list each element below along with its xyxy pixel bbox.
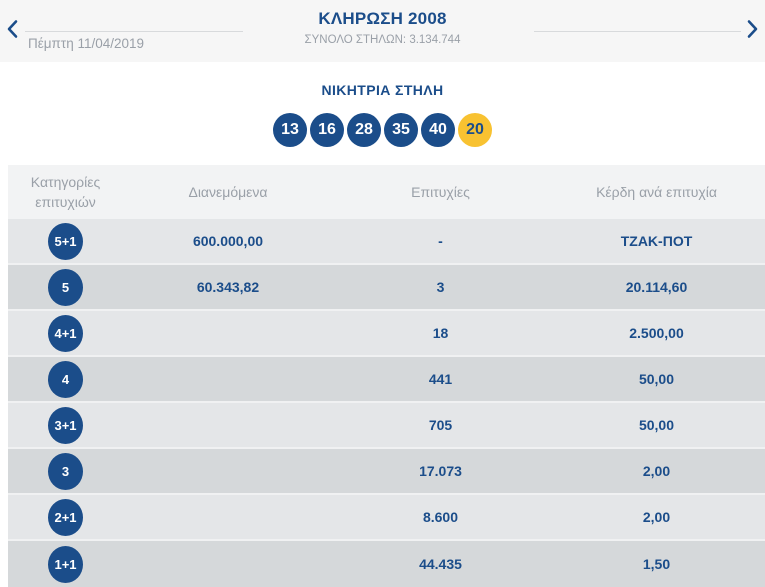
successes-value: 441: [428, 371, 453, 387]
distributed-value: 60.343,82: [196, 279, 260, 295]
successes-value: 18: [432, 325, 449, 341]
successes-value: 8.600: [422, 509, 459, 525]
winning-number-ball: 35: [384, 113, 418, 147]
table-body: 5+1 600.000,00 - ΤΖΑΚ-ΠΟΤ 5 60.343,82 3 20.114,…: [8, 219, 765, 587]
category-badge: 2+1: [48, 498, 83, 536]
winnings-value: 2,00: [642, 509, 671, 525]
draw-navigation-header: ΚΛΗΡΩΣΗ 2008 ΣΥΝΟΛΟ ΣΤΗΛΩΝ: 3.134.744 Πέ…: [0, 0, 765, 62]
table-row: 5+1 600.000,00 - ΤΖΑΚ-ΠΟΤ: [8, 219, 765, 265]
chevron-right-icon: [747, 19, 759, 44]
category-badge: 3+1: [48, 406, 83, 444]
table-row: 3+1 705 50,00: [8, 403, 765, 449]
joker-number-ball: 20: [458, 113, 492, 147]
successes-value: 3: [436, 279, 445, 295]
winnings-value: 1,50: [642, 556, 671, 572]
category-badge: 3: [48, 452, 83, 490]
category-badge: 1+1: [48, 545, 83, 583]
table-row: 1+1 44.435 1,50: [8, 541, 765, 587]
winnings-value: 2.500,00: [629, 325, 684, 341]
winnings-value: 20.114,60: [625, 279, 688, 295]
winning-numbers: 13 16 28 35 40 20: [0, 113, 765, 147]
chevron-left-icon: [6, 19, 18, 44]
successes-value: 17.073: [419, 463, 462, 479]
table-row: 5 60.343,82 3 20.114,60: [8, 265, 765, 311]
results-table: Κατηγορίες επιτυχιών Διανεμόμενα Επιτυχί…: [8, 165, 765, 587]
column-header-categories: Κατηγορίες επιτυχιών: [30, 173, 101, 210]
winnings-value: 50,00: [638, 417, 675, 433]
category-badge: 4: [48, 360, 83, 398]
winnings-value: 50,00: [638, 371, 675, 387]
total-columns-label: ΣΥΝΟΛΟ ΣΤΗΛΩΝ: 3.134.744: [304, 34, 461, 46]
winning-number-ball: 13: [273, 113, 307, 147]
successes-value: -: [438, 233, 443, 249]
successes-value: 44.435: [419, 556, 462, 572]
next-draw-button[interactable]: [746, 19, 760, 44]
column-header-successes: Επιτυχίες: [411, 183, 470, 200]
table-header-row: Κατηγορίες επιτυχιών Διανεμόμενα Επιτυχί…: [8, 165, 765, 219]
header-divider-left: [25, 31, 243, 32]
category-badge: 4+1: [48, 314, 83, 352]
winning-column-title: ΝΙΚΗΤΡΙΑ ΣΤΗΛΗ: [321, 82, 444, 98]
winning-column-section: ΝΙΚΗΤΡΙΑ ΣΤΗΛΗ 13 16 28 35 40 20: [0, 62, 765, 147]
category-badge: 5: [48, 268, 83, 306]
table-row: 4 441 50,00: [8, 357, 765, 403]
draw-date: Πέμπτη 11/04/2019: [28, 36, 145, 51]
winnings-value: 2,00: [642, 463, 671, 479]
table-row: 3 17.073 2,00: [8, 449, 765, 495]
winning-number-ball: 16: [310, 113, 344, 147]
table-row: 2+1 8.600 2,00: [8, 495, 765, 541]
draw-title: ΚΛΗΡΩΣΗ 2008: [318, 9, 447, 28]
table-row: 4+1 18 2.500,00: [8, 311, 765, 357]
successes-value: 705: [428, 417, 453, 433]
distributed-value: 600.000,00: [192, 233, 264, 249]
column-header-winnings: Κέρδη ανά επιτυχία: [596, 183, 717, 200]
column-header-distributed: Διανεμόμενα: [188, 183, 268, 200]
category-badge: 5+1: [48, 222, 83, 260]
header-divider-right: [534, 31, 741, 32]
previous-draw-button[interactable]: [5, 19, 19, 44]
winning-number-ball: 28: [347, 113, 381, 147]
winnings-value: ΤΖΑΚ-ΠΟΤ: [620, 233, 693, 249]
winning-number-ball: 40: [421, 113, 455, 147]
